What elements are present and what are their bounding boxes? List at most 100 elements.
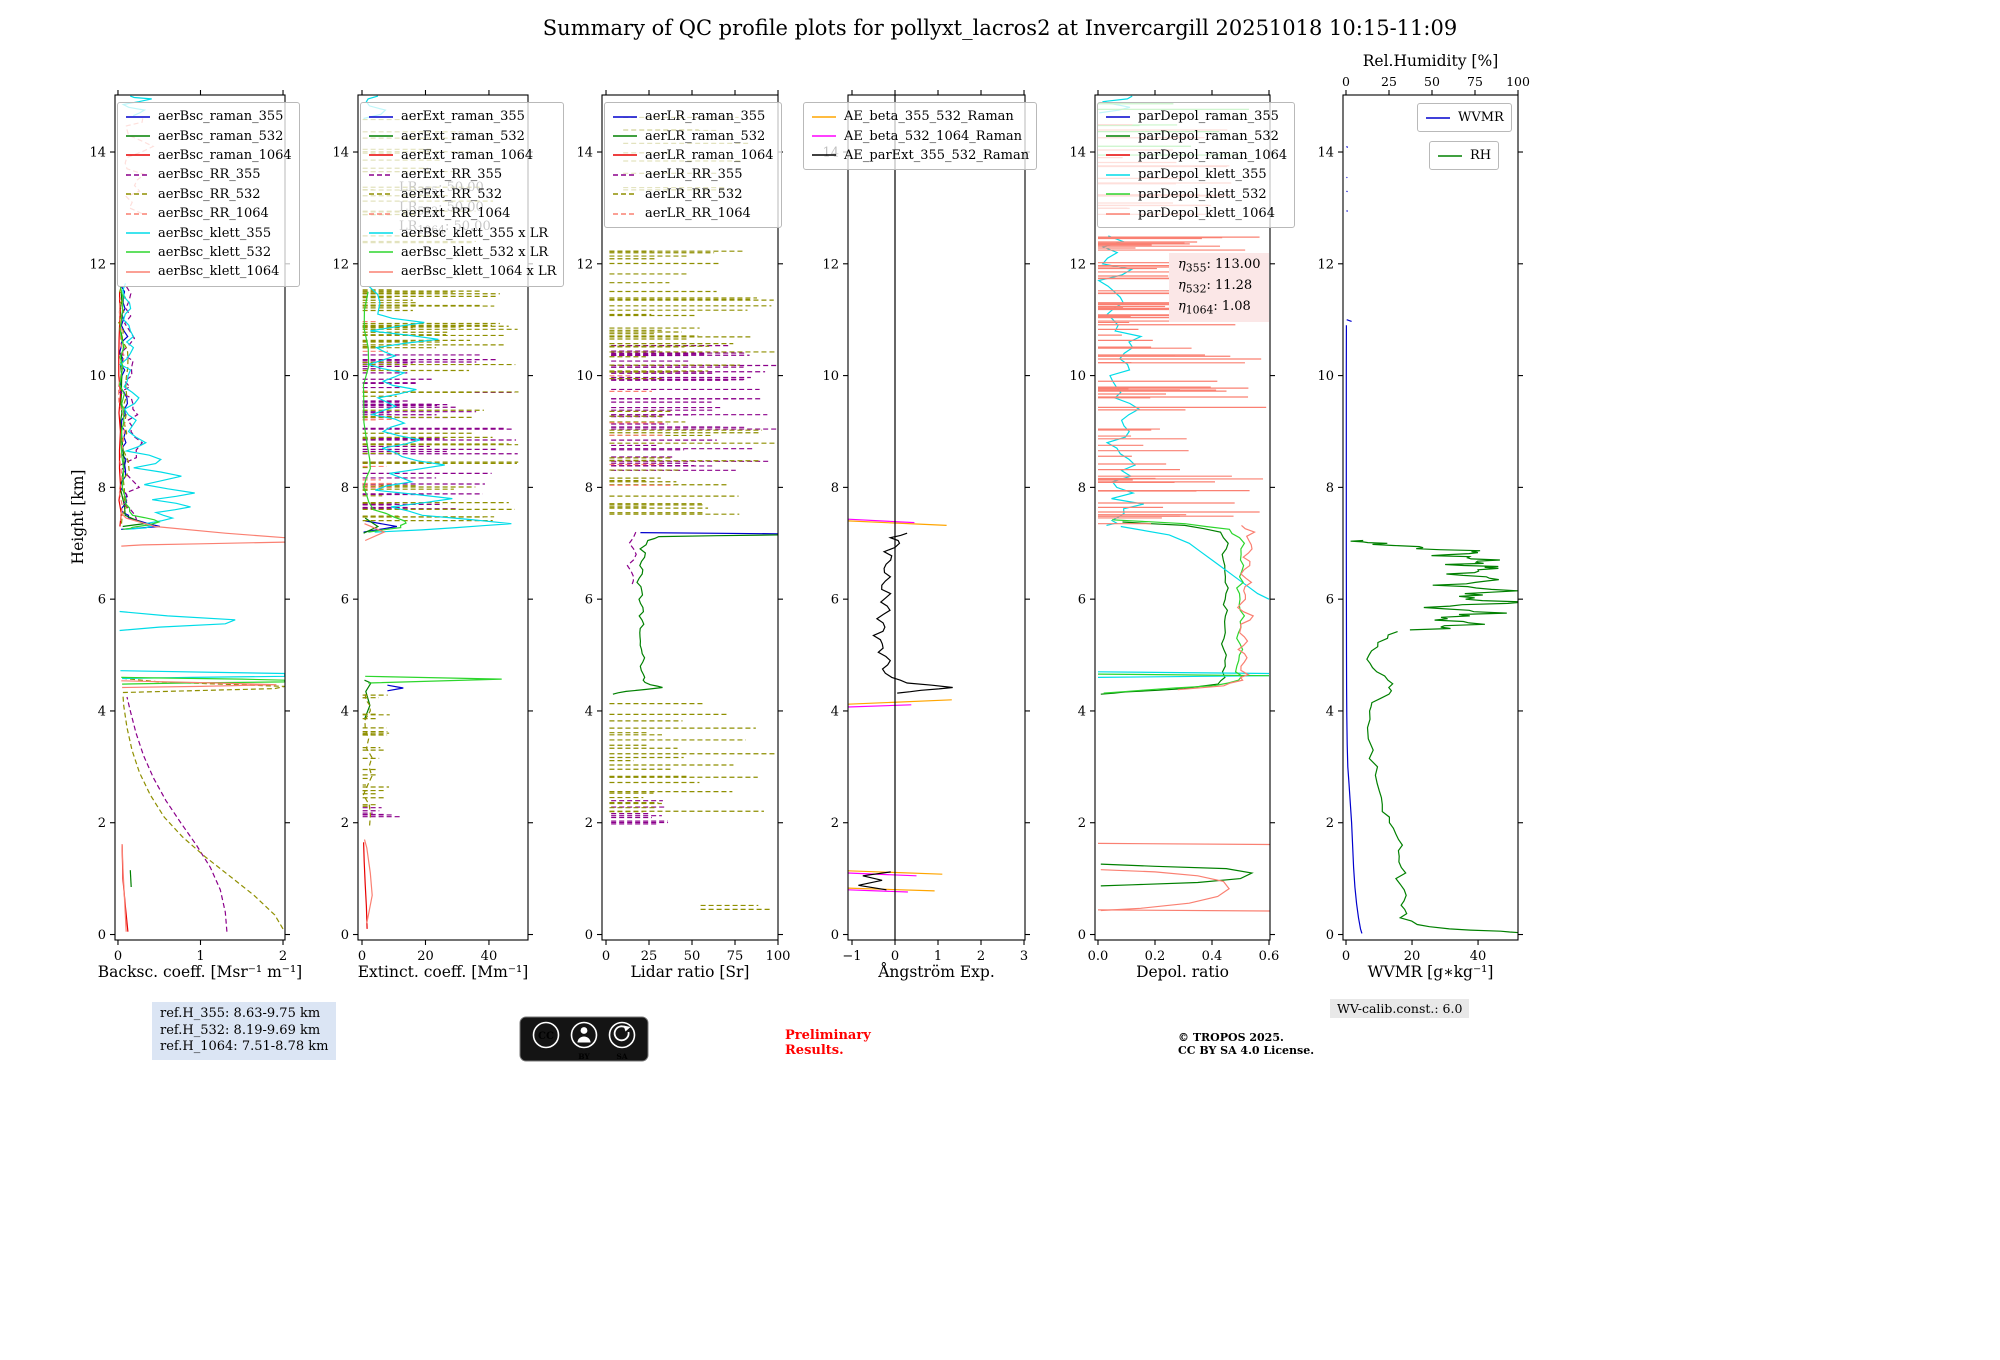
- legend-label: aerBsc_raman_1064: [158, 147, 292, 163]
- x-tick-label: 0.0: [1088, 949, 1109, 964]
- legend-entry: AE_beta_532_1064_Raman: [811, 126, 1029, 145]
- y-tick-label: 8: [831, 481, 839, 496]
- copyright-line-1: © TROPOS 2025.: [1178, 1031, 1284, 1044]
- legend-label: aerLR_raman_1064: [645, 147, 774, 163]
- legend-label: parDepol_klett_1064: [1138, 206, 1275, 222]
- legend-entry: parDepol_klett_1064: [1105, 204, 1287, 223]
- y-tick-label: 12: [1317, 257, 1334, 272]
- y-tick-label: 14: [1317, 146, 1334, 161]
- legend-entry: aerLR_RR_355: [612, 165, 774, 184]
- y-tick-label: 14: [576, 146, 593, 161]
- legend-line-sample: [369, 135, 393, 137]
- legend-entry: aerBsc_klett_355: [125, 223, 292, 242]
- y-tick-label: 2: [585, 816, 593, 831]
- preliminary-line-2: Results.: [785, 1043, 844, 1058]
- y-tick-label: 6: [98, 593, 106, 608]
- y-tick-label: 4: [831, 704, 839, 719]
- preliminary-line-1: Preliminary: [785, 1028, 871, 1043]
- legend-entry: aerLR_RR_1064: [612, 204, 774, 223]
- preliminary-note: Preliminary Results.: [785, 1028, 871, 1058]
- legend-label: WVMR: [1458, 110, 1504, 126]
- legend-label: aerBsc_klett_1064 x LR: [401, 264, 557, 280]
- legend-entry: aerExt_raman_1064: [368, 146, 556, 165]
- y-tick-label: 4: [98, 704, 106, 719]
- legend-label: AE_parExt_355_532_Raman: [844, 147, 1030, 163]
- legend-label: aerBsc_klett_355: [158, 225, 272, 241]
- figure-title: Summary of QC profile plots for pollyxt_…: [542, 16, 1458, 40]
- top-axis-label: Rel.Humidity [%]: [1363, 52, 1499, 70]
- y-tick-label: 8: [98, 481, 106, 496]
- y-tick-label: 12: [822, 257, 839, 272]
- legend-line-sample: [1106, 174, 1130, 176]
- legend-line-sample: [1438, 154, 1462, 157]
- series-aerBsc_klett_532 x LR: [362, 291, 502, 684]
- y-tick-label: 2: [341, 816, 349, 831]
- series-aerLR_RR_355: [611, 345, 778, 825]
- top-tick-label: 25: [1381, 74, 1397, 89]
- sa-arrow-icon: [613, 1025, 630, 1042]
- x-tick-label: 50: [684, 949, 701, 964]
- sa-circle-icon: [608, 1021, 636, 1049]
- legend-entry: AE_parExt_355_532_Raman: [811, 146, 1029, 165]
- series-aerExt_raman_1064: [363, 842, 368, 929]
- cc-circle-icon: [532, 1021, 560, 1049]
- legend-line-sample: [126, 193, 150, 196]
- legend-line-sample: [369, 154, 393, 157]
- legend-line-sample: [126, 251, 150, 254]
- y-tick-label: 0: [98, 928, 106, 943]
- legend-label: aerBsc_raman_532: [158, 128, 284, 144]
- cc-text: CC: [538, 1031, 554, 1042]
- y-tick-label: 8: [1078, 481, 1086, 496]
- y-tick-label: 2: [1078, 816, 1086, 831]
- x-axis-label: WVMR [g∗kg⁻¹]: [1368, 963, 1494, 981]
- axes-frame: [847, 94, 1026, 941]
- eta-annotation-line: η532: 11.28: [1178, 278, 1253, 296]
- reference-height-box: ref.H_355: 8.63-9.75 km ref.H_532: 8.19-…: [152, 1002, 337, 1060]
- series-aerExt_RR_355: [362, 354, 518, 818]
- series-aerBsc_klett_1064: [119, 512, 285, 932]
- legend-line-sample: [613, 135, 637, 137]
- axes-frame: [601, 94, 779, 941]
- subplot-depol: 0.0 0.2 0.4 0.6 0 2 4 6 8 10 12 14 Depol. ratio: [1069, 90, 1279, 981]
- legend-line-sample: [1106, 115, 1130, 118]
- y-tick-label: 10: [1069, 369, 1086, 384]
- legend-entry: aerBsc_RR_1064: [125, 204, 292, 223]
- legend-line-sample: [126, 154, 150, 157]
- series-AE_beta_532_1064_Raman: [848, 518, 917, 893]
- y-tick-label: 12: [1069, 257, 1086, 272]
- legend-label: aerBsc_raman_355: [158, 109, 284, 125]
- y-tick-label: 6: [341, 593, 349, 608]
- x-tick-label: 1: [196, 949, 204, 964]
- series-aerExt_raman_355: [363, 520, 404, 692]
- series-aerLR_RR_1064: [609, 375, 674, 486]
- legend-entry: aerLR_raman_355: [612, 107, 774, 126]
- legend-entry: aerBsc_raman_355: [125, 107, 292, 126]
- top-tick-label: 75: [1467, 74, 1483, 89]
- x-tick-label: 100: [766, 949, 791, 964]
- series-parDepol_klett_1064: [1097, 123, 1270, 912]
- legend-line-sample: [613, 115, 637, 118]
- x-tick-label: 0.2: [1145, 949, 1166, 964]
- sa-arrowhead-icon: [623, 1025, 631, 1032]
- legend-line-sample: [1426, 116, 1450, 119]
- y-tick-label: 0: [585, 928, 593, 943]
- series-RH: [1350, 539, 1518, 934]
- x-tick-label: 75: [727, 949, 744, 964]
- y-tick-label: 0: [1078, 928, 1086, 943]
- x-tick-label: 2: [279, 949, 287, 964]
- legend-line-sample: [126, 271, 150, 273]
- legend-entry: aerBsc_RR_532: [125, 185, 292, 204]
- y-tick-label: 10: [332, 369, 349, 384]
- y-tick-label: 10: [822, 369, 839, 384]
- x-tick-label: 3: [1020, 949, 1028, 964]
- legend-label: aerExt_RR_532: [401, 186, 503, 202]
- legend-label: aerExt_RR_1064: [401, 206, 511, 222]
- legend-line-sample: [126, 135, 150, 137]
- y-tick-label: 12: [332, 257, 349, 272]
- legend-entry: parDepol_raman_355: [1105, 107, 1287, 126]
- legend-line-sample: [613, 154, 637, 157]
- legend-entry: aerExt_RR_1064: [368, 204, 556, 223]
- legend-label: aerExt_raman_532: [401, 128, 525, 144]
- y-tick-label: 10: [1317, 369, 1334, 384]
